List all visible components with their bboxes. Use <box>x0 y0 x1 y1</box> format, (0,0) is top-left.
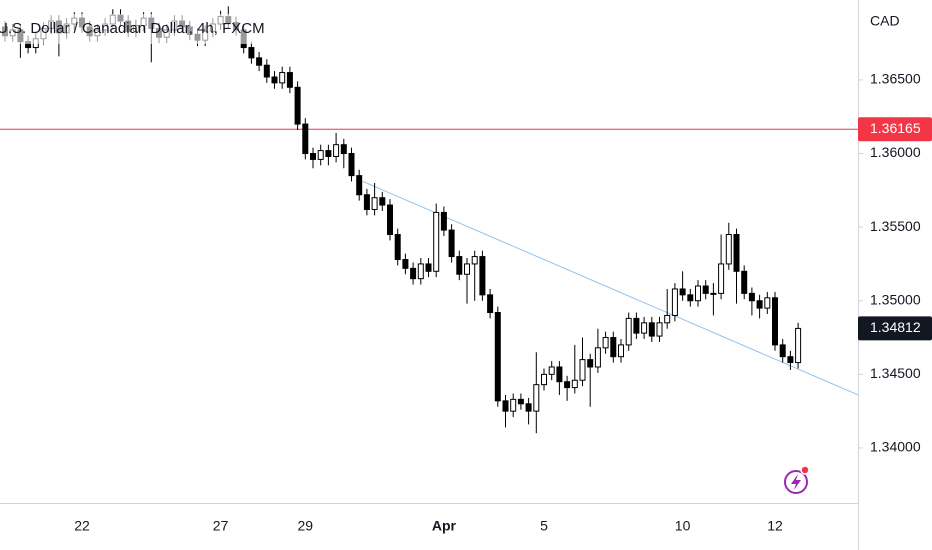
candle-body <box>448 229 455 258</box>
candle-body <box>425 263 432 272</box>
candle-body <box>787 356 794 364</box>
candle-body <box>733 233 740 272</box>
candle-body <box>325 150 332 157</box>
y-tick-label: 1.35000 <box>870 291 921 307</box>
candle-body <box>494 312 501 402</box>
icon-dot <box>800 465 810 475</box>
candle-body <box>656 322 663 337</box>
candle-body <box>571 379 578 389</box>
x-tick-label: 10 <box>675 518 691 534</box>
title-backdrop <box>0 14 270 44</box>
candle-body <box>772 297 778 346</box>
candle-body <box>779 344 786 358</box>
candle-body <box>741 270 748 294</box>
x-tick-label: 5 <box>540 518 548 534</box>
candle-body <box>556 366 563 383</box>
chart-title: U.S. Dollar / Canadian Dollar, 4h, FXCM <box>0 20 265 37</box>
candle-body <box>379 197 386 206</box>
candle-body <box>579 359 586 381</box>
candle-body <box>271 76 278 84</box>
candle-body <box>402 259 409 269</box>
candle-body <box>587 359 594 368</box>
candle-body <box>548 366 555 375</box>
candle-body <box>541 373 547 386</box>
candle-body <box>487 294 494 314</box>
candle-body <box>333 144 340 157</box>
candle-body <box>610 337 617 358</box>
candle-body <box>687 294 694 302</box>
candle-body <box>633 317 640 334</box>
last-price-label: 1.34812 <box>870 319 921 335</box>
x-tick-label: Apr <box>432 518 457 534</box>
x-tick-label: 29 <box>298 518 314 534</box>
candle-body <box>263 64 270 78</box>
candle-body <box>594 347 601 368</box>
candle-body <box>625 317 632 346</box>
candle-body <box>756 300 763 309</box>
candle-body <box>317 150 324 160</box>
candle-body <box>394 233 401 261</box>
y-tick-label: 1.34000 <box>870 439 921 455</box>
price-line-label: 1.36165 <box>870 120 921 136</box>
candle-body <box>356 175 363 196</box>
candle-body <box>302 123 309 155</box>
candle-body <box>718 263 725 294</box>
x-tick-label: 22 <box>74 518 90 534</box>
x-tick-label: 27 <box>213 518 229 534</box>
candle-body <box>664 314 671 324</box>
candle-body <box>456 256 463 275</box>
y-tick-label: 1.36500 <box>870 71 921 87</box>
candle-body <box>618 344 624 358</box>
candle-body <box>340 144 347 155</box>
candle-body <box>648 322 655 337</box>
currency-label: CAD <box>870 13 900 29</box>
last-price-tag <box>858 316 932 341</box>
candle-body <box>602 337 609 349</box>
candle-body <box>286 72 293 88</box>
candle-body <box>479 256 486 296</box>
price-line-tag <box>858 117 932 142</box>
candle-body <box>795 327 802 364</box>
candle-body <box>464 263 470 275</box>
y-tick-label: 1.36000 <box>870 144 921 160</box>
candle-body <box>564 381 571 389</box>
candle-body <box>517 398 524 405</box>
candle-body <box>671 288 678 316</box>
candle-body <box>433 211 440 272</box>
candle-body <box>702 285 709 294</box>
candle-body <box>363 194 370 210</box>
candle-body <box>725 233 732 265</box>
icon-ring <box>784 470 808 494</box>
y-tick-label: 1.34500 <box>870 365 921 381</box>
candle-body <box>525 403 532 412</box>
candle-body <box>764 297 771 309</box>
candle-body <box>533 384 540 412</box>
candle-body <box>387 204 393 235</box>
icon-bolt <box>791 474 801 490</box>
candle-body <box>294 86 301 125</box>
candle-body <box>440 211 447 231</box>
candle-body <box>417 263 424 280</box>
y-tick-label: 1.35500 <box>870 218 921 234</box>
candle-body <box>502 400 509 412</box>
alert-icon[interactable] <box>784 465 810 494</box>
candle-body <box>371 197 378 210</box>
candle-body <box>510 398 517 412</box>
candle-body <box>410 267 417 280</box>
candle-body <box>641 322 648 334</box>
candle-body <box>695 285 701 302</box>
candle-body <box>471 256 478 265</box>
candle-body <box>248 47 255 59</box>
x-tick-label: 12 <box>767 518 783 534</box>
candle-body <box>279 72 286 84</box>
candle-body <box>710 292 717 295</box>
candle-body <box>256 57 263 66</box>
candle-body <box>679 288 686 296</box>
candle-body <box>310 153 316 160</box>
candle-body <box>348 153 355 177</box>
candle-body <box>748 292 755 302</box>
